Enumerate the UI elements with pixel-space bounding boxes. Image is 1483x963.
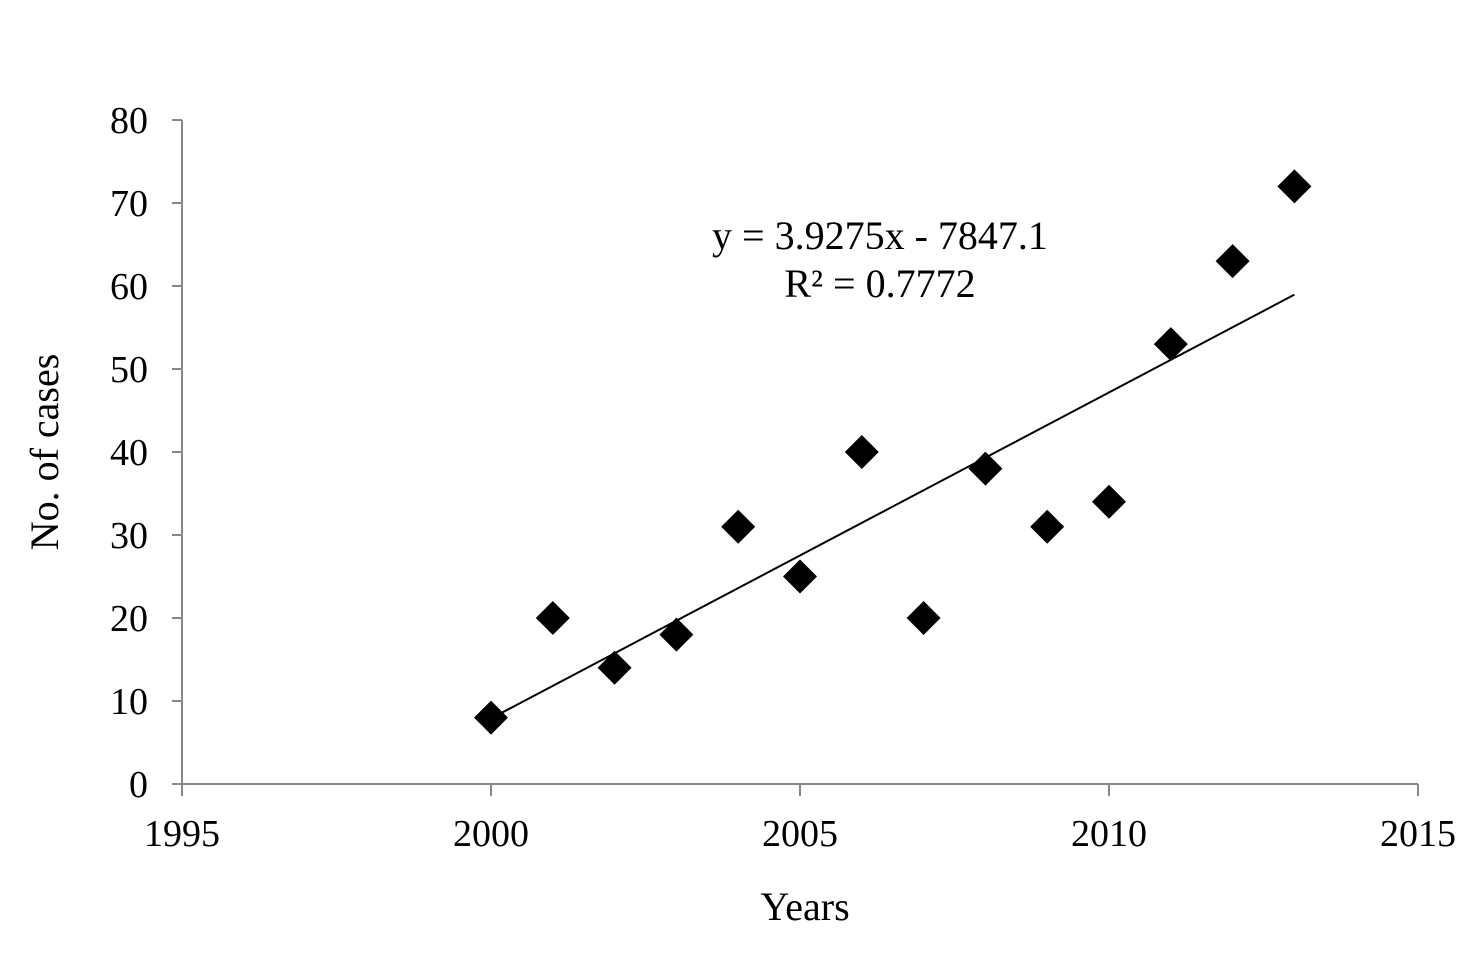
x-axis-title: Years [760,884,849,929]
y-axis-title: No. of cases [22,354,67,551]
x-tick-label: 1995 [144,813,220,855]
data-point-2001 [535,601,570,635]
y-axis-ticks: 0 10 20 30 40 50 60 70 80 [110,100,182,806]
data-point-2002 [597,650,632,685]
trendline-layer [490,293,1295,720]
x-tick-label: 2000 [453,813,529,855]
y-tick-label: 80 [110,100,148,142]
data-point-2013 [1277,169,1312,204]
data-point-2007 [906,601,941,635]
y-tick-label: 0 [129,764,148,806]
data-point-2000 [474,700,508,735]
y-tick-label: 40 [110,432,148,474]
trendline-equation: y = 3.9275x - 7847.1 [712,213,1048,258]
data-point-2004 [721,509,756,544]
x-tick-label: 2010 [1071,813,1147,855]
data-point-2009 [1030,509,1065,544]
data-point-2003 [659,617,694,652]
data-point-2006 [844,435,879,469]
trendline [490,293,1295,720]
y-tick-label: 60 [110,266,148,308]
y-tick-label: 20 [110,598,148,640]
data-point-2008 [968,451,1003,486]
data-point-2010 [1092,484,1126,519]
y-tick-label: 50 [110,349,148,391]
y-tick-label: 70 [110,183,148,225]
y-tick-label: 30 [110,515,148,557]
x-tick-label: 2015 [1380,813,1456,855]
x-axis-ticks: 1995 2000 2005 2010 2015 [144,784,1456,855]
y-tick-label: 10 [110,681,148,723]
data-point-2012 [1215,244,1250,279]
r-squared-label: R² = 0.7772 [784,261,975,306]
x-tick-label: 2005 [762,813,838,855]
data-point-2005 [783,559,817,594]
data-point-2011 [1153,327,1188,362]
data-points [474,169,1312,735]
